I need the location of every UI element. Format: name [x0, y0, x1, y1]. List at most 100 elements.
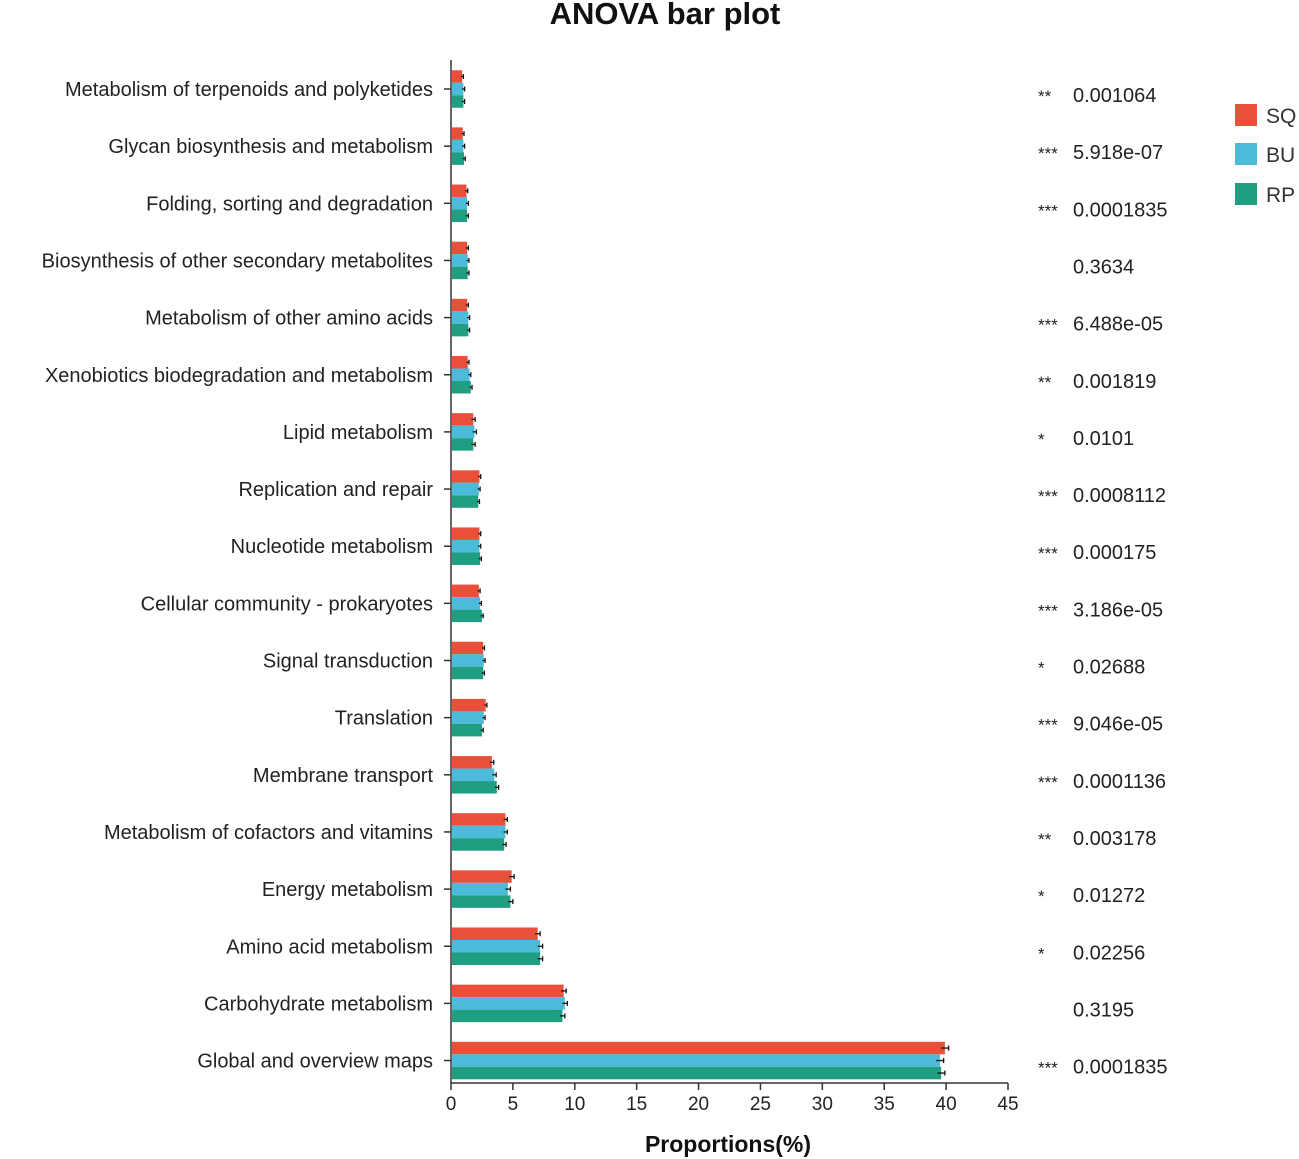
bar-rp [452, 1066, 942, 1080]
x-axis: 0 5 10 15 20 25 30 35 40 45 [446, 1082, 1019, 1115]
significance-stars: *** [1038, 144, 1058, 163]
bar-bu [452, 368, 470, 381]
bar-bu [452, 254, 468, 267]
significance-stars: ** [1038, 373, 1052, 392]
legend-swatch-sq [1235, 104, 1257, 126]
significance-stars: * [1038, 659, 1045, 678]
bar-sq [452, 70, 463, 83]
bar-bu [452, 940, 541, 953]
p-value: 0.0001835 [1073, 199, 1168, 221]
bar-sq [452, 870, 512, 883]
category-label: Xenobiotics biodegradation and metabolis… [45, 365, 433, 387]
significance-stars: *** [1038, 773, 1058, 792]
bar-rp [452, 152, 464, 165]
bar-bu [452, 425, 475, 439]
category-label: Global and overview maps [197, 1051, 433, 1073]
legend-label-bu: BU [1266, 144, 1295, 167]
category-label: Signal transduction [263, 651, 433, 673]
p-value: 0.02688 [1073, 657, 1145, 679]
bar-sq [452, 184, 467, 198]
category-label: Carbohydrate metabolism [204, 993, 433, 1015]
significance-stars: *** [1038, 601, 1058, 620]
bar-bu [452, 197, 468, 210]
bar-sq [452, 127, 463, 140]
category-label: Metabolism of terpenoids and polyketides [65, 79, 433, 101]
x-tick-label: 40 [936, 1094, 957, 1115]
bar-rp [452, 495, 479, 508]
category-label: Membrane transport [253, 765, 434, 787]
bar-rp [452, 781, 497, 794]
legend-label-sq: SQ [1266, 105, 1296, 128]
x-tick-label: 0 [446, 1094, 457, 1115]
category-label: Lipid metabolism [283, 422, 433, 444]
p-value: 6.488e-05 [1073, 314, 1163, 336]
bar-rp [452, 723, 482, 737]
significance-stars: *** [1038, 316, 1058, 335]
p-value: 0.001819 [1073, 371, 1156, 393]
category-label: Nucleotide metabolism [231, 536, 433, 558]
bar-sq [452, 413, 474, 426]
bar-sq [452, 984, 564, 998]
x-tick-label: 35 [874, 1094, 895, 1115]
bar-rp [452, 952, 541, 965]
bar-bu [452, 139, 464, 153]
legend-swatch-bu [1235, 143, 1257, 165]
category-label: Folding, sorting and degradation [146, 193, 433, 215]
significance-stars: *** [1038, 487, 1058, 506]
bars-group [452, 70, 950, 1080]
category-label: Metabolism of other amino acids [145, 308, 433, 330]
bar-sq [452, 584, 479, 598]
significance-annotations: ** 0.001064*** 5.918e-07*** 0.00018350.3634… [1038, 85, 1168, 1079]
bar-sq [452, 241, 468, 255]
p-value: 0.0001835 [1073, 1057, 1168, 1079]
bar-sq [452, 298, 468, 312]
bar-sq [452, 527, 480, 540]
bar-rp [452, 95, 464, 108]
significance-stars: ** [1038, 830, 1052, 849]
significance-stars: * [1038, 944, 1045, 963]
bar-bu [452, 882, 508, 896]
p-value: 0.001064 [1073, 85, 1156, 107]
bar-rp [452, 666, 484, 680]
p-value: 0.003178 [1073, 828, 1156, 850]
bar-sq [452, 641, 484, 655]
bar-rp [452, 381, 471, 394]
p-value: 0.0008112 [1073, 485, 1166, 507]
chart-title: ANOVA bar plot [550, 0, 781, 31]
category-label: Energy metabolism [262, 879, 433, 901]
bar-sq [452, 927, 538, 940]
x-tick-label: 20 [688, 1094, 709, 1115]
y-axis: Metabolism of terpenoids and polyketides… [42, 60, 452, 1083]
category-label: Glycan biosynthesis and metabolism [108, 136, 433, 158]
category-label: Cellular community - prokaryotes [141, 593, 433, 615]
p-value: 9.046e-05 [1073, 714, 1163, 736]
bar-bu [452, 825, 506, 839]
legend: SQ BU RP [1235, 104, 1296, 207]
category-label: Translation [335, 708, 433, 730]
bar-rp [452, 838, 505, 851]
bar-rp [452, 266, 468, 280]
bar-rp [452, 1009, 563, 1023]
significance-stars: *** [1038, 716, 1058, 735]
bar-rp [452, 609, 482, 623]
bar-sq [452, 356, 468, 369]
significance-stars: *** [1038, 1059, 1058, 1078]
bar-sq [452, 1041, 945, 1055]
p-value: 0.01272 [1073, 885, 1145, 907]
bar-bu [452, 482, 479, 496]
bar-sq [452, 813, 506, 826]
significance-stars: *** [1038, 201, 1058, 220]
p-value: 0.0101 [1073, 428, 1134, 450]
significance-stars: ** [1038, 87, 1052, 106]
p-value: 0.0001136 [1073, 771, 1166, 793]
bar-rp [452, 438, 474, 451]
bar-sq [452, 470, 480, 483]
bar-rp [452, 552, 481, 565]
x-tick-label: 45 [997, 1094, 1018, 1115]
p-value: 5.918e-07 [1073, 142, 1163, 164]
x-tick-label: 5 [508, 1094, 519, 1115]
bar-bu [452, 997, 565, 1010]
bar-bu [452, 539, 480, 553]
x-axis-label: Proportions(%) [645, 1131, 811, 1157]
